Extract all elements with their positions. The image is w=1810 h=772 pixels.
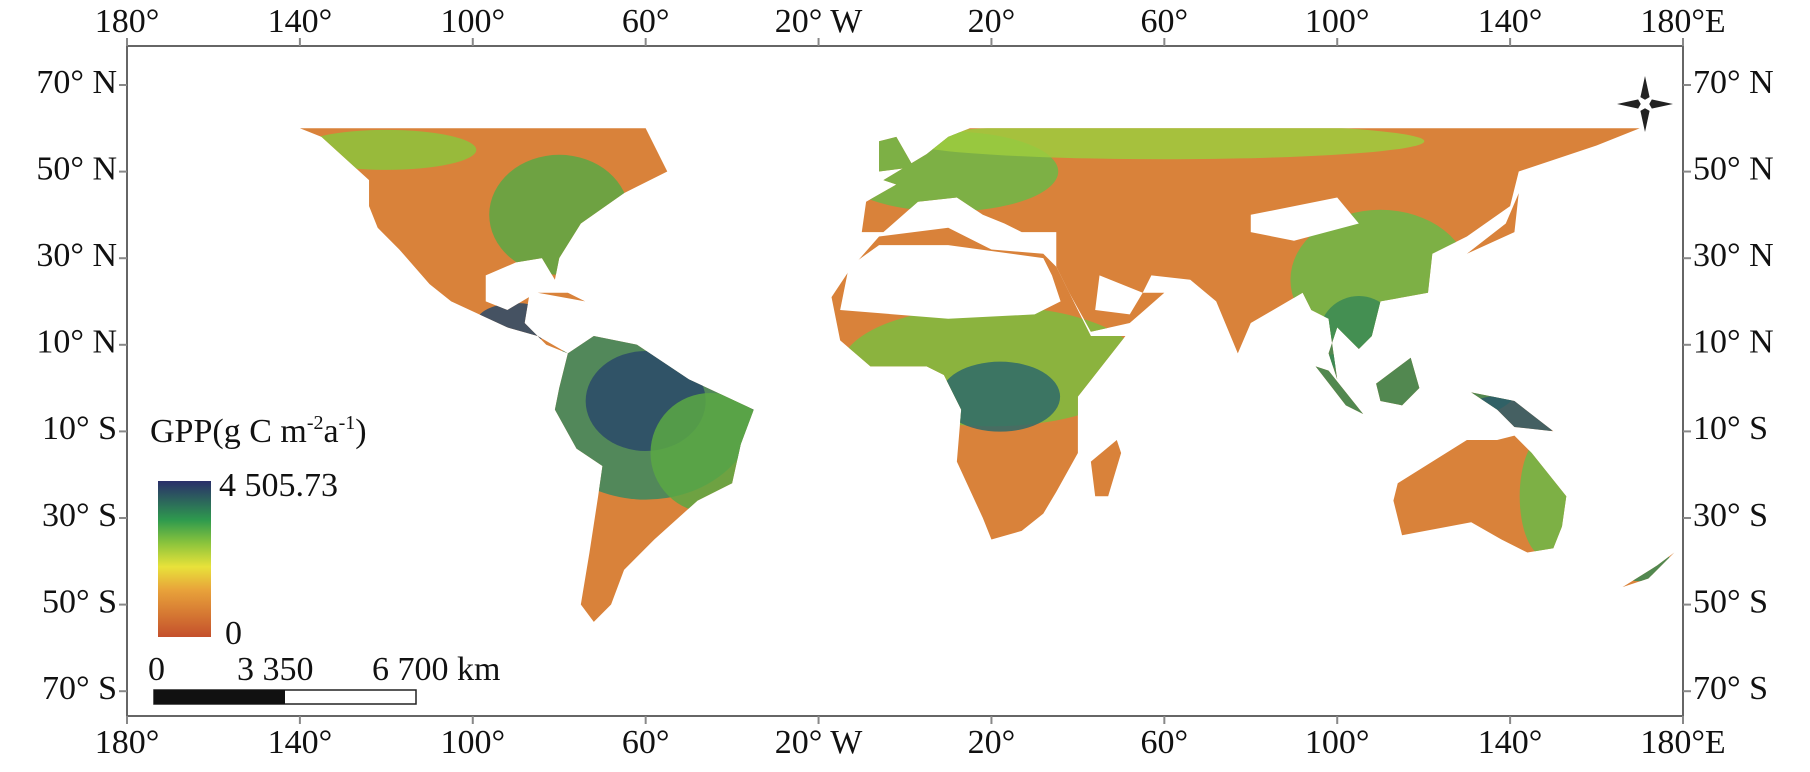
- y-tick-label: 50° S: [42, 583, 117, 620]
- y-tick-label: 10° S: [42, 410, 117, 447]
- scale-label: 3 350: [237, 651, 314, 688]
- legend-title-text: a: [324, 413, 339, 450]
- x-tick-label: 20°: [968, 3, 1016, 40]
- y-tick-label: 10° N: [1693, 324, 1774, 361]
- landmass-shape: [537, 292, 586, 302]
- x-tick-label: 180°: [95, 3, 160, 40]
- x-tick-label: 180°: [95, 724, 160, 761]
- legend-max: 4 505.73: [219, 467, 338, 504]
- x-tick-label: 100°: [1305, 724, 1370, 761]
- x-tick-label: 140°: [1478, 724, 1543, 761]
- landmass-shape: [1466, 193, 1519, 254]
- legend-title-sup: -2: [307, 412, 324, 434]
- y-tick-label: 50° N: [36, 150, 117, 187]
- scale-label: 0: [148, 651, 165, 688]
- x-tick-label: 100°: [1305, 3, 1370, 40]
- graticule-ticks: 180° 180° 140° 140° 100° 100° 60° 60° 20° W 20° W…: [36, 3, 1773, 761]
- landmass-shape: [861, 128, 1640, 380]
- y-tick-label: 30° N: [36, 237, 117, 274]
- legend-title-text: GPP(g C m: [150, 413, 307, 450]
- x-tick-label: 20° W: [775, 724, 863, 761]
- legend-min: 0: [225, 615, 242, 652]
- x-tick-label: 20° W: [775, 3, 863, 40]
- legend-title-text: ): [355, 413, 366, 450]
- x-tick-label: 140°: [1478, 3, 1543, 40]
- y-tick-label: 10° S: [1693, 410, 1768, 447]
- y-tick-label: 30° S: [42, 497, 117, 534]
- desert: [1250, 197, 1359, 241]
- x-tick-label: 180°E: [1640, 3, 1725, 40]
- x-tick-label: 140°: [268, 3, 333, 40]
- x-tick-label: 60°: [1141, 3, 1189, 40]
- y-tick-label: 70° N: [1693, 64, 1774, 101]
- desert: [1095, 275, 1143, 315]
- y-tick-label: 70° S: [1693, 670, 1768, 707]
- scale-label: 6 700 km: [372, 651, 500, 688]
- y-tick-label: 30° N: [1693, 237, 1774, 274]
- y-tick-label: 70° S: [42, 670, 117, 707]
- scale-bar-fill: [154, 690, 285, 704]
- compass: [1617, 76, 1673, 132]
- y-tick-label: 50° N: [1693, 150, 1774, 187]
- x-tick-label: 140°: [268, 724, 333, 761]
- landmass-shape: [1090, 439, 1122, 497]
- y-tick-label: 50° S: [1693, 583, 1768, 620]
- x-tick-label: 60°: [622, 3, 670, 40]
- x-tick-label: 180°E: [1640, 724, 1725, 761]
- y-tick-label: 70° N: [36, 64, 117, 101]
- legend-colorbar: [158, 481, 211, 637]
- legend-title-sup: -1: [339, 412, 356, 434]
- vegetation-patch: [904, 128, 1425, 160]
- x-tick-label: 100°: [440, 724, 505, 761]
- desert: [840, 245, 1061, 319]
- x-tick-label: 60°: [1141, 724, 1189, 761]
- legend-title: GPP(g C m-2a-1): [150, 412, 367, 450]
- y-tick-label: 30° S: [1693, 497, 1768, 534]
- x-tick-label: 20°: [968, 724, 1016, 761]
- vegetation-patch: [940, 361, 1061, 432]
- x-tick-label: 60°: [622, 724, 670, 761]
- y-tick-label: 10° N: [36, 324, 117, 361]
- x-tick-label: 100°: [440, 3, 505, 40]
